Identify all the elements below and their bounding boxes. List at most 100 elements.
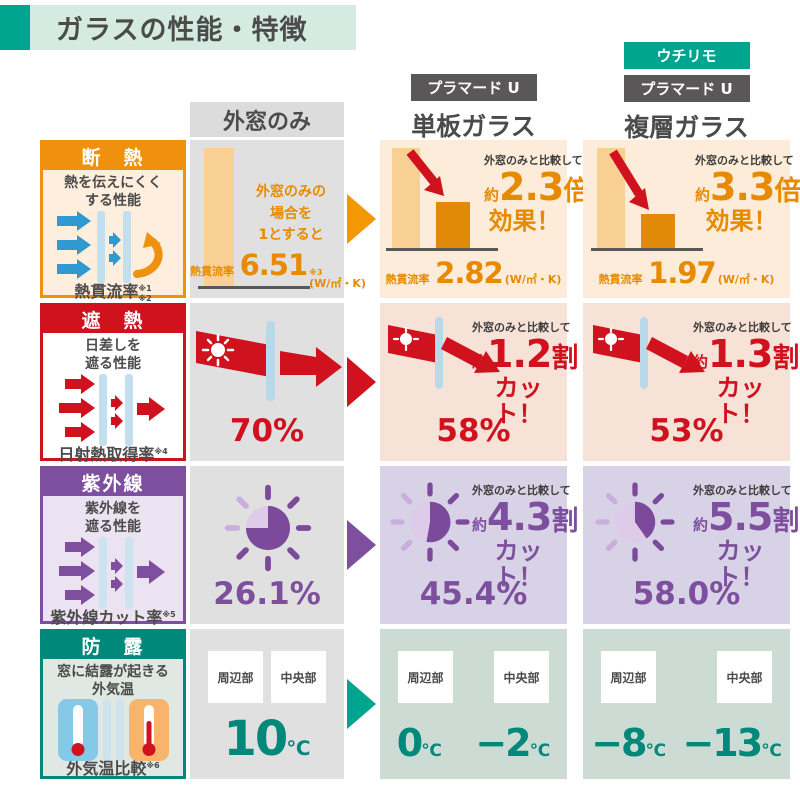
outer-value: 26.1% [213, 576, 321, 612]
center-chip: 中央部 [494, 651, 549, 703]
sun-arrow-icon [388, 317, 500, 389]
flow-arrow-icon [347, 357, 376, 407]
outer-temperature: 10℃ [223, 711, 311, 767]
insulation-label-card: 断 熱 熱を伝えにくく する性能 [40, 140, 186, 303]
uv-metric: 紫外線カット率※5 [50, 608, 176, 628]
factor-text: 約2.3倍の [484, 165, 604, 209]
insulation-single-cell: 外窓のみと比較して 約2.3倍の 効果！ 熱貫流率 2.82(W/㎡・K) [380, 140, 604, 298]
shading-label-card: 遮 熱 日差しを 遮る性能 [40, 303, 186, 463]
plamado-u-badge-2: プラマード U [623, 75, 750, 102]
condensation-outer-cell: 周辺部 中央部 10℃ [190, 629, 344, 779]
insulation-title: 断 熱 [43, 143, 183, 170]
shading-arrows-icon [43, 373, 183, 447]
condensation-desc: 窓に結露が起きる 外気温 [57, 664, 169, 699]
bar-after [436, 202, 470, 248]
single-value: 58% [436, 413, 511, 449]
uv-title: 紫外線 [43, 469, 183, 496]
bar-after [641, 214, 675, 248]
shading-single-cell: 外窓のみと比較して 約1.2割 カット！ 58% [380, 303, 579, 461]
edge-chip: 周辺部 [601, 651, 656, 703]
plamado-u-badge: プラマード U [410, 74, 537, 101]
center-temperature: −2℃ [475, 721, 551, 765]
center-chip: 中央部 [271, 651, 326, 703]
single-value: 45.4% [419, 576, 528, 612]
double-value: 53% [649, 413, 724, 449]
column-header-double: ウチリモ プラマード U 複層ガラス [583, 42, 790, 144]
down-arrow-icon [406, 149, 444, 196]
double-glass-label: 複層ガラス [624, 113, 749, 142]
condensation-single-cell: 周辺部 中央部 0℃ −2℃ [380, 629, 567, 779]
position-labels: 周辺部 中央部 [380, 651, 567, 703]
column-header-outer-window: 外窓のみ [190, 102, 344, 137]
factor-text: 約1.3割 [693, 332, 800, 376]
condensation-title: 防 露 [43, 632, 183, 659]
compare-block: 外窓のみと比較して 約1.2割 カット！ [472, 321, 579, 429]
compare-block: 外窓のみと比較して 約1.3割 カット！ [693, 321, 800, 429]
factor-text: 約5.5割 [693, 495, 800, 539]
shading-desc: 日差しを 遮る性能 [85, 338, 141, 373]
page-title: ガラスの性能・特徴 [56, 15, 308, 46]
compare-block: 外窓のみと比較して 約3.3倍の 効果！ [695, 154, 800, 235]
flow-arrow-icon [347, 679, 376, 729]
uv-label-card: 紫外線 紫外線を 遮る性能 [40, 466, 186, 626]
title-accent-square [0, 5, 30, 50]
shading-metric: 日射熱取得率※4 [58, 445, 168, 465]
double-value: 58.0% [632, 576, 741, 612]
shading-title: 遮 熱 [43, 306, 183, 333]
outer-caption: 外窓のみの 場合を 1とすると [256, 184, 326, 244]
shading-double-cell: 外窓のみと比較して 約1.3割 カット！ 53% [583, 303, 800, 461]
condensation-metric: 外気温比較※6 [66, 759, 160, 779]
cold-thermometer-icon [57, 699, 98, 762]
factor-text: 約1.2割 [472, 332, 579, 376]
sun-pie-icon [224, 484, 312, 572]
position-labels: 周辺部 中央部 [583, 651, 790, 703]
outer-u-value: 熱貫流率 6.51 ※3 (W/㎡・K) [190, 247, 366, 290]
insulation-double-cell: 外窓のみと比較して 約3.3倍の 効果！ 熱貫流率 1.97(W/㎡・K) [583, 140, 800, 298]
outer-bar [204, 148, 234, 286]
condensation-double-cell: 周辺部 中央部 −8℃ −13℃ [583, 629, 790, 779]
insulation-outer-cell: 外窓のみの 場合を 1とすると 熱貫流率 6.51 ※3 (W/㎡・K) [190, 140, 366, 298]
down-arrow-icon [609, 149, 649, 210]
compare-block: 外窓のみと比較して 約4.3割 カット！ [472, 484, 579, 592]
flow-arrow-icon [347, 194, 376, 244]
single-u-value: 熱貫流率 2.82 (W/㎡・K) [385, 256, 562, 290]
insulation-metric: 熱貫流率※1 ※2 [74, 282, 152, 303]
center-temperature: −13℃ [682, 721, 782, 765]
sun-pie-icon [595, 482, 675, 562]
center-chip: 中央部 [717, 651, 772, 703]
thermometers-icon [43, 699, 183, 762]
warm-thermometer-icon [128, 699, 169, 762]
single-glass-label: 単板ガラス [411, 112, 536, 141]
baseline [198, 286, 310, 289]
sun-arrow-icon [196, 321, 342, 401]
edge-temperature: 0℃ [396, 721, 442, 765]
factor-text: 約4.3割 [472, 495, 579, 539]
condensation-label-card: 防 露 窓に結露が起きる 外気温 外気温比較※6 [40, 629, 186, 779]
outer-value: 70% [229, 413, 305, 449]
edge-chip: 周辺部 [208, 651, 263, 703]
sun-arrow-icon [593, 317, 705, 389]
page-title-bar: ガラスの性能・特徴 [30, 5, 356, 50]
uv-arrows-icon [43, 536, 183, 610]
factor-text: 約3.3倍の [695, 165, 800, 209]
uv-desc: 紫外線を 遮る性能 [85, 501, 141, 536]
single-temperatures: 0℃ −2℃ [380, 721, 567, 765]
uv-outer-cell: 26.1% [190, 466, 344, 624]
column-header-single: プラマード U 単板ガラス [380, 74, 567, 143]
flow-arrow-icon [347, 520, 376, 570]
sun-pie-icon [390, 482, 470, 562]
baseline [591, 248, 703, 251]
compare-block: 外窓のみと比較して 約2.3倍の 効果！ [484, 154, 604, 235]
shading-outer-cell: 70% [190, 303, 344, 461]
double-temperatures: −8℃ −13℃ [583, 721, 790, 765]
edge-chip: 周辺部 [398, 651, 453, 703]
double-u-value: 熱貫流率 1.97 (W/㎡・K) [598, 256, 775, 290]
row-insulation: 断 熱 熱を伝えにくく する性能 [0, 140, 800, 303]
row-shading: 遮 熱 日差しを 遮る性能 [0, 303, 800, 463]
insulation-desc: 熱を伝えにくく する性能 [64, 175, 162, 210]
edge-temperature: −8℃ [591, 721, 667, 765]
row-condensation: 防 露 窓に結露が起きる 外気温 外気温比較※6 [0, 629, 800, 779]
uv-single-cell: 外窓のみと比較して 約4.3割 カット！ 45.4% [380, 466, 579, 624]
insulation-arrows-icon [43, 210, 183, 284]
